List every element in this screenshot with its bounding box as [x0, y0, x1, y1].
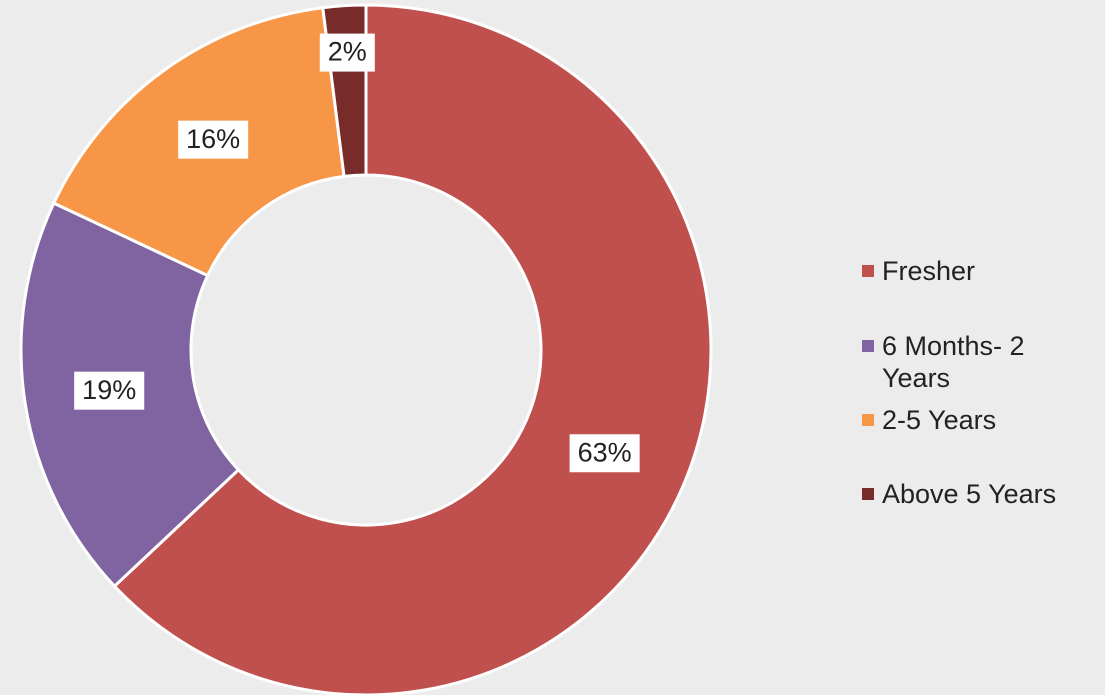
data-label: 16%: [178, 120, 249, 159]
legend-label: Above 5 Years: [882, 479, 1057, 509]
legend-label: Fresher: [882, 256, 976, 286]
legend-swatch: [862, 488, 874, 500]
data-label: 63%: [569, 434, 640, 473]
data-label: 2%: [319, 33, 375, 72]
data-label-box: [178, 120, 249, 159]
data-label-box: [319, 33, 375, 72]
legend-item: 6 Months- 2 Years: [862, 330, 1082, 394]
legend-swatch: [862, 340, 874, 352]
donut-slice: [112, 3, 713, 695]
legend-item: 2-5 Years: [862, 404, 1082, 436]
legend-item: Above 5 Years: [862, 478, 1082, 510]
legend-swatch: [862, 414, 874, 426]
data-label: 19%: [74, 371, 145, 410]
data-label-text: 16%: [186, 124, 240, 154]
data-label-text: 63%: [578, 437, 632, 467]
legend-swatch: [862, 265, 874, 277]
data-label-text: 2%: [328, 37, 367, 67]
data-label-box: [569, 434, 640, 473]
legend-label: 6 Months- 2 Years: [882, 331, 1025, 393]
data-label-text: 19%: [82, 375, 136, 405]
data-label-box: [74, 371, 145, 410]
legend-item: Fresher: [862, 255, 1082, 287]
legend-label: 2-5 Years: [882, 405, 997, 435]
